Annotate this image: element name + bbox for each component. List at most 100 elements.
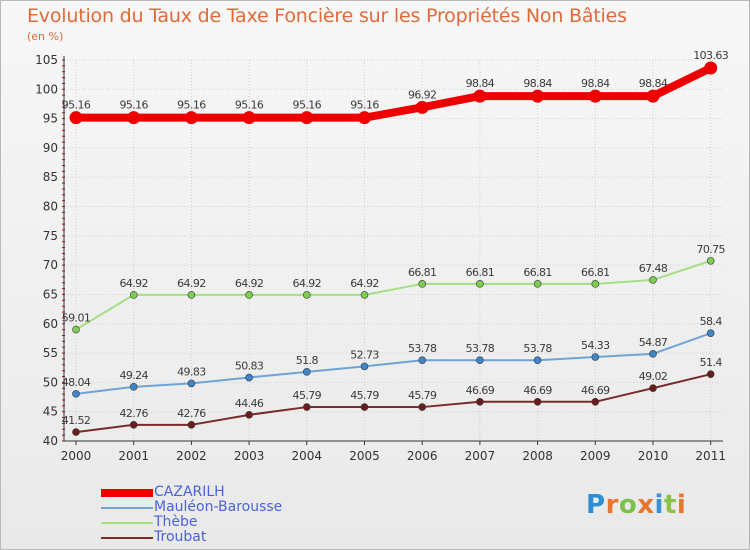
data-label: 96.92	[408, 88, 437, 101]
data-label: 48.04	[62, 376, 91, 389]
data-label: 95.16	[177, 99, 206, 112]
data-point	[706, 370, 715, 378]
data-label: 54.87	[639, 336, 668, 349]
chart-title: Evolution du Taux de Taxe Foncière sur l…	[27, 5, 627, 27]
x-tick-label: 2007	[465, 449, 496, 463]
series-line-0	[72, 64, 715, 122]
data-label: 64.92	[350, 277, 379, 290]
legend-label: CAZARILH	[154, 484, 225, 500]
data-label: 95.16	[293, 99, 322, 112]
data-label: 64.92	[235, 277, 264, 290]
data-label: 54.33	[581, 339, 610, 352]
data-label: 95.16	[235, 99, 264, 112]
data-label: 98.84	[581, 77, 610, 90]
y-tick-label: 95	[43, 112, 58, 126]
data-label: 66.81	[581, 266, 610, 279]
data-point	[302, 368, 311, 376]
x-tick-label: 2006	[407, 449, 438, 463]
data-point	[533, 356, 542, 365]
y-tick-label: 100	[35, 82, 58, 96]
data-label: 45.79	[293, 389, 322, 402]
y-tick-label: 80	[43, 200, 58, 214]
legend-label: Mauléon-Barousse	[154, 499, 283, 515]
y-tick-label: 75	[43, 229, 58, 243]
series-line-1	[75, 332, 712, 395]
data-label: 49.83	[177, 365, 206, 378]
data-point	[418, 403, 427, 411]
data-point	[242, 111, 256, 125]
data-point	[127, 111, 141, 125]
data-point	[129, 383, 138, 391]
data-point	[591, 397, 600, 406]
series-line-2	[75, 259, 712, 331]
data-point	[649, 350, 657, 358]
data-point	[72, 325, 80, 334]
data-point	[533, 397, 542, 406]
data-point	[704, 61, 718, 75]
data-point	[533, 280, 542, 288]
data-point	[591, 280, 600, 288]
legend-swatch	[101, 507, 153, 509]
legend-label: Troubat	[154, 529, 207, 545]
data-label: 103.63	[693, 49, 728, 62]
x-tick-label: 2009	[580, 449, 611, 463]
data-point	[476, 356, 484, 365]
data-point	[302, 403, 311, 411]
data-label: 53.78	[408, 342, 437, 355]
y-tick-label: 50	[43, 375, 58, 389]
data-label: 45.79	[408, 389, 437, 402]
data-label: 66.81	[466, 266, 495, 279]
x-tick-label: 2002	[176, 449, 207, 463]
data-point	[476, 280, 484, 288]
x-tick-label: 2008	[522, 449, 553, 463]
x-tick-label: 2010	[638, 449, 669, 463]
data-label: 64.92	[293, 277, 322, 290]
data-label: 42.76	[177, 407, 206, 420]
data-label: 49.24	[119, 369, 148, 382]
data-point	[245, 411, 253, 419]
y-tick-label: 70	[43, 258, 58, 272]
data-label: 98.84	[639, 77, 668, 90]
data-point	[531, 89, 545, 103]
data-point	[129, 421, 138, 429]
data-point	[360, 291, 369, 299]
data-label: 53.78	[466, 342, 495, 355]
data-point	[418, 280, 427, 288]
data-point	[72, 390, 80, 398]
x-tick-label: 2011	[695, 449, 726, 463]
y-tick-label: 55	[43, 346, 58, 360]
data-point	[706, 329, 715, 337]
data-point	[591, 353, 600, 361]
data-label: 58.4	[700, 315, 723, 328]
data-label: 66.81	[523, 266, 552, 279]
data-label: 98.84	[466, 77, 495, 90]
data-point	[706, 256, 715, 265]
data-point	[245, 373, 253, 382]
legend-swatch	[101, 522, 153, 524]
data-label: 46.69	[466, 384, 495, 397]
data-point	[187, 421, 196, 429]
data-label: 42.76	[119, 407, 148, 420]
data-label: 46.69	[523, 384, 552, 397]
legend-swatch	[101, 537, 153, 539]
data-label: 95.16	[350, 99, 379, 112]
data-point	[187, 379, 196, 388]
data-label: 64.92	[119, 277, 148, 290]
data-label: 95.16	[119, 99, 148, 112]
data-point	[476, 397, 484, 406]
data-point	[415, 100, 429, 114]
x-tick-label: 2004	[292, 449, 323, 463]
data-point	[300, 111, 314, 125]
data-point	[72, 428, 80, 436]
proxiti-logo: Proxiti	[586, 490, 687, 520]
data-label: 51.8	[296, 354, 319, 367]
data-point	[184, 111, 198, 125]
y-tick-label: 45	[43, 405, 58, 419]
data-label: 53.78	[523, 342, 552, 355]
legend-label: Thèbe	[154, 514, 198, 530]
data-label: 49.02	[639, 370, 668, 383]
series-line-3	[75, 373, 712, 434]
data-point	[187, 291, 196, 299]
